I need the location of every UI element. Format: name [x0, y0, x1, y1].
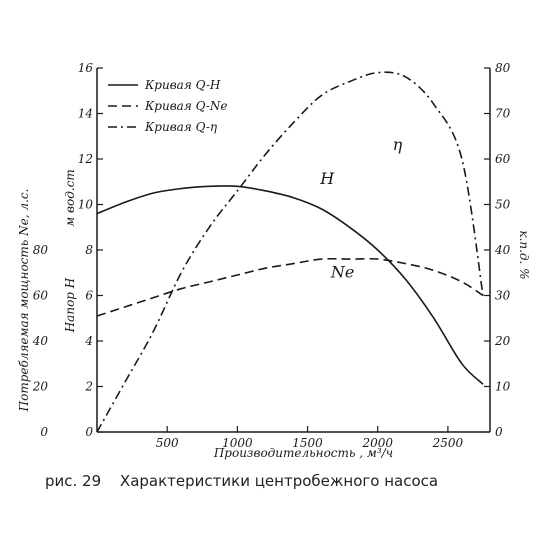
y-right-tick-label: 0	[495, 425, 503, 439]
y-right-tick-label: 50	[495, 198, 511, 212]
y-left-outer-tick-label: 80	[33, 243, 49, 257]
curve-label-0: H	[319, 169, 335, 188]
series-line-2	[96, 71, 484, 433]
y-right-title: к.п.д. %	[517, 230, 531, 279]
y-left-inner-tick-label: 10	[78, 198, 94, 212]
x-tick-label: 1500	[292, 436, 323, 450]
axes: 500 1000 1500 2000 2500024681012141602040608…	[17, 61, 531, 460]
y-right-tick-label: 20	[494, 334, 511, 348]
y-right-tick-label: 10	[495, 380, 511, 394]
y-left-inner-title-b: м вод.ст	[63, 169, 77, 227]
curve-label-1: Ne	[330, 262, 354, 281]
legend: Кривая Q-H Кривая Q-Ne Кривая Q-η	[108, 78, 228, 134]
x-tick-label: 500	[156, 436, 179, 450]
y-left-inner-tick-label: 6	[85, 289, 93, 303]
y-left-outer-tick-label: 40	[32, 334, 49, 348]
y-left-inner-tick-label: 8	[85, 243, 93, 257]
y-right-tick-label: 40	[494, 243, 511, 257]
caption-text: Характеристики центробежного насоса	[119, 472, 439, 490]
legend-label-2: Кривая Q-η	[144, 120, 218, 134]
y-right-tick-label: 60	[495, 152, 511, 166]
y-left-outer-title: Потребляемая мощность Ne, л.с.	[17, 189, 31, 413]
x-tick-label: 1000	[222, 436, 253, 450]
y-left-inner-tick-label: 4	[84, 334, 93, 348]
y-left-outer-tick-label: 20	[32, 380, 49, 394]
y-left-outer-tick-label: 0	[40, 425, 48, 439]
chart-svg: 500 1000 1500 2000 2500024681012141602040608…	[17, 61, 531, 460]
y-left-inner-tick-label: 14	[78, 107, 93, 121]
legend-label-0: Кривая Q-H	[144, 78, 221, 92]
y-right-tick-label: 80	[495, 61, 511, 75]
y-left-inner-tick-label: 2	[84, 380, 93, 394]
y-left-outer-tick-label: 60	[33, 289, 49, 303]
curve-label-2: η	[393, 135, 403, 154]
legend-label-1: Кривая Q-Ne	[144, 99, 228, 113]
x-axis-title: Производительность , м³/ч	[213, 446, 393, 460]
y-left-inner-title-a: Напор H	[63, 277, 77, 333]
series-line-1	[96, 257, 484, 317]
x-tick-label: 2000	[361, 436, 393, 450]
labels: H Ne η	[319, 135, 402, 281]
y-left-inner-tick-label: 12	[78, 152, 93, 166]
y-left-inner-tick-label: 16	[78, 61, 94, 75]
curves	[96, 71, 484, 433]
x-tick-label: 2500	[432, 436, 464, 450]
y-right-tick-label: 30	[495, 289, 511, 303]
y-right-tick-label: 70	[495, 107, 511, 121]
series-line-0	[96, 185, 484, 385]
caption-number: рис. 29	[45, 472, 102, 490]
figure-caption: рис. 29 Характеристики центробежного нас…	[45, 472, 545, 490]
y-left-inner-tick-label: 0	[85, 425, 93, 439]
